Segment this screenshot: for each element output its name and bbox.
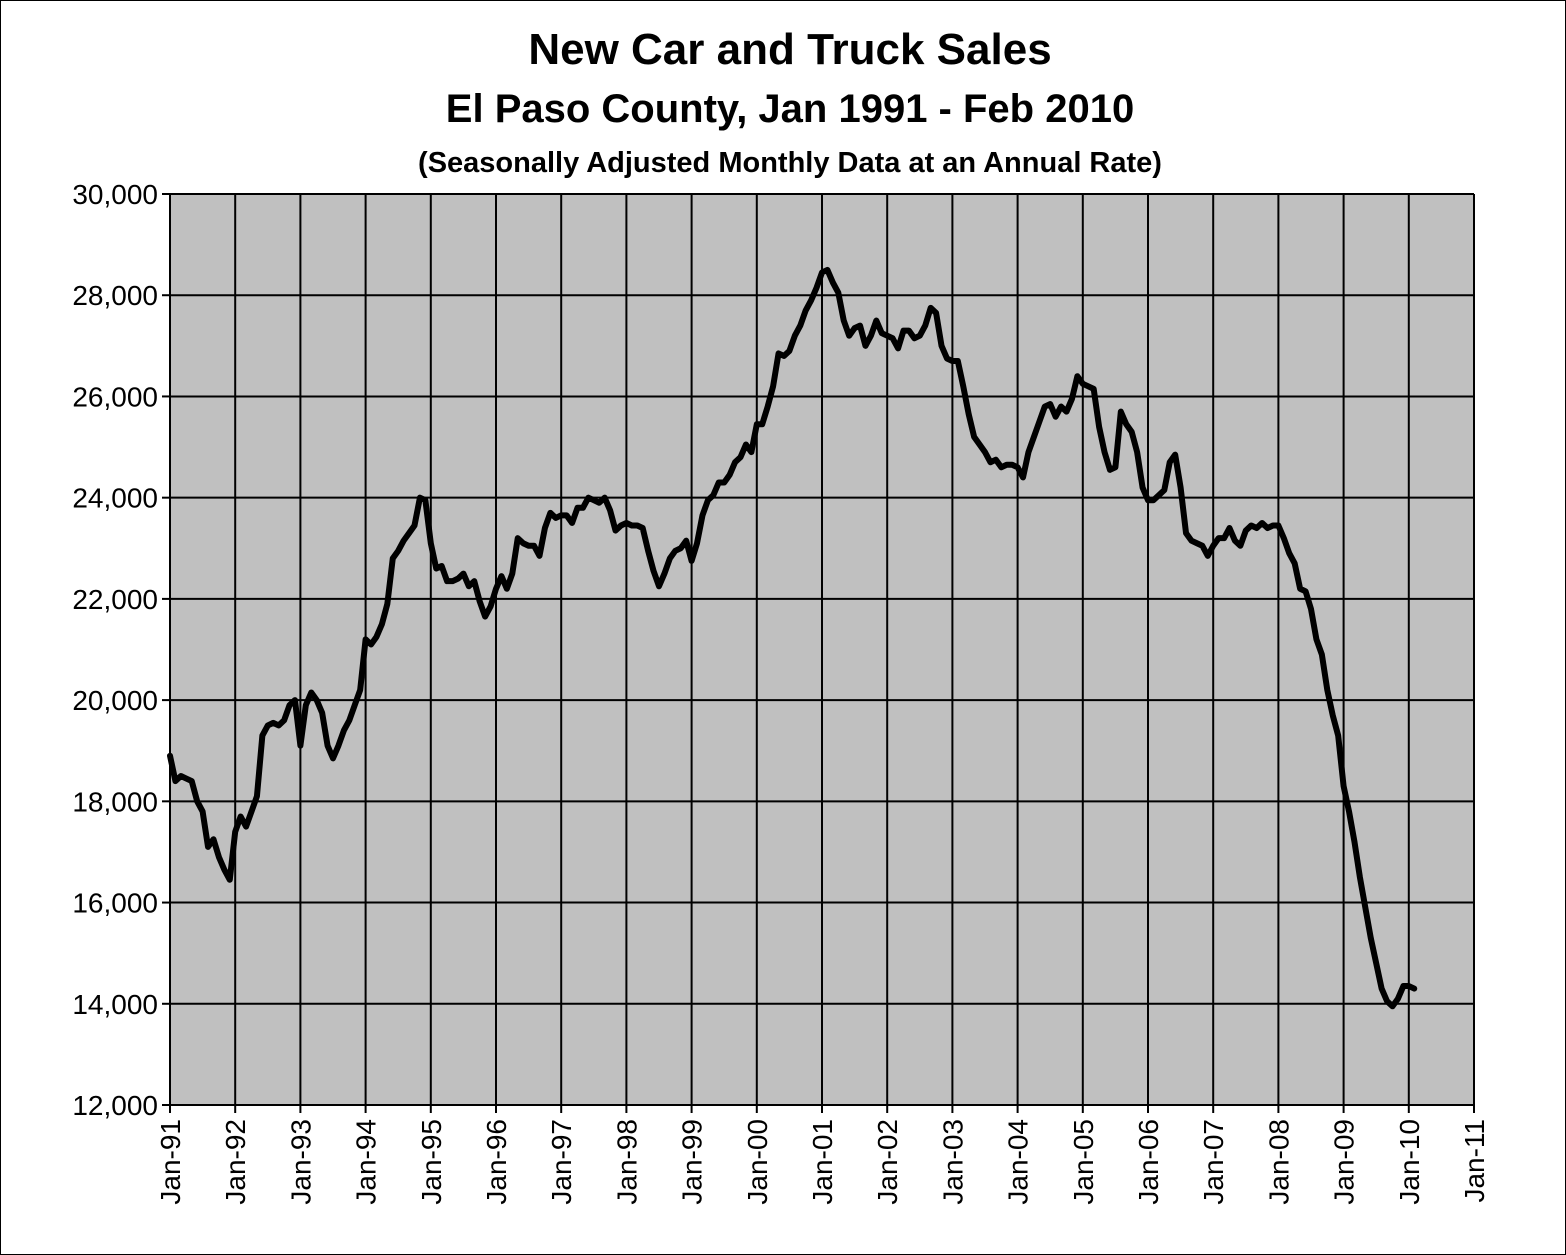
- x-tick-label: Jan-11: [1459, 1119, 1490, 1203]
- x-tick-label: Jan-10: [1394, 1119, 1425, 1205]
- chart-subtitle: El Paso County, Jan 1991 - Feb 2010: [446, 87, 1134, 131]
- x-tick-label: Jan-98: [611, 1119, 642, 1205]
- x-tick-label: Jan-97: [546, 1119, 577, 1205]
- y-tick-label: 14,000: [72, 989, 158, 1020]
- x-tick-label: Jan-08: [1263, 1119, 1294, 1205]
- y-tick-label: 28,000: [72, 280, 158, 311]
- x-tick-label: Jan-07: [1198, 1119, 1229, 1205]
- x-tick-label: Jan-92: [220, 1119, 251, 1205]
- x-tick-label: Jan-06: [1133, 1119, 1164, 1205]
- y-tick-label: 16,000: [72, 888, 158, 919]
- y-tick-label: 20,000: [72, 685, 158, 716]
- y-tick-label: 18,000: [72, 786, 158, 817]
- x-tick-label: Jan-02: [872, 1119, 903, 1205]
- x-tick-label: Jan-01: [807, 1119, 838, 1205]
- chart-title: New Car and Truck Sales: [528, 25, 1051, 74]
- x-tick-label: Jan-00: [742, 1119, 773, 1205]
- x-tick-label: Jan-99: [677, 1119, 708, 1205]
- data-line: [167, 266, 1418, 1010]
- chart-note: (Seasonally Adjusted Monthly Data at an …: [418, 147, 1162, 179]
- y-tick-label: 30,000: [72, 179, 158, 210]
- x-tick-label: Jan-94: [351, 1119, 382, 1205]
- y-tick-label: 24,000: [72, 483, 158, 514]
- x-tick-label: Jan-96: [481, 1119, 512, 1205]
- x-tick-label: Jan-04: [1003, 1119, 1034, 1205]
- y-tick-label: 12,000: [72, 1090, 158, 1121]
- x-tick-label: Jan-93: [285, 1119, 316, 1205]
- y-tick-label: 26,000: [72, 381, 158, 412]
- x-tick-label: Jan-95: [416, 1119, 447, 1205]
- x-tick-label: Jan-03: [937, 1119, 968, 1205]
- y-tick-label: 22,000: [72, 584, 158, 615]
- x-tick-label: Jan-91: [155, 1119, 186, 1205]
- x-tick-label: Jan-09: [1329, 1119, 1360, 1205]
- x-tick-label: Jan-05: [1068, 1119, 1099, 1205]
